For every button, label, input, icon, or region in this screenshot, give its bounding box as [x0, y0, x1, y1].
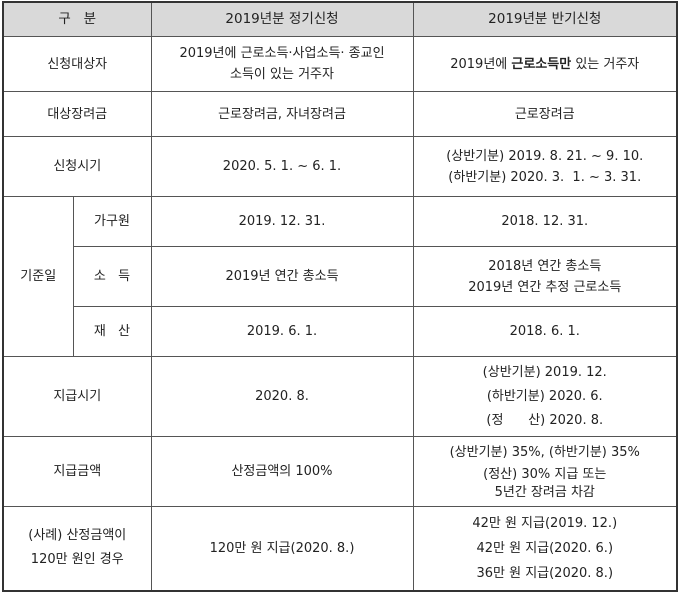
row-label: 신청시기: [2, 136, 152, 197]
cell-semiannual: 2019년에 근로소득만 있는 거주자: [412, 36, 678, 92]
cell-line: 2019년에 근로소득·사업소득· 종교인: [179, 46, 385, 61]
cell-regular: 2019년 연간 총소득: [150, 246, 414, 307]
cell-line: (상반기분) 2019. 8. 21. ~ 9. 10.: [446, 148, 644, 164]
table-row: 지급금액 산정금액의 100% (상반기분) 35%, (하반기분) 35% (…: [2, 436, 678, 507]
cell-regular: 2020. 5. 1. ~ 6. 1.: [150, 136, 414, 197]
cell-line: 2019년 연간 추정 근로소득: [468, 279, 622, 295]
cell-regular: 근로장려금, 자녀장려금: [150, 91, 414, 137]
table-row: 재 산 2019. 6. 1. 2018. 6. 1.: [3, 306, 678, 357]
table-row: (사례) 산정금액이 120만 원인 경우 120만 원 지급(2020. 8.…: [2, 506, 678, 591]
cell-line: 36만 원 지급(2020. 8.): [476, 565, 614, 581]
row-label: 신청대상자: [2, 36, 152, 92]
cell-semiannual: 2018. 6. 1.: [412, 306, 678, 357]
cell-line: (상반기분) 35%, (하반기분) 35%: [449, 444, 640, 460]
cell-regular: 2019. 12. 31.: [150, 196, 414, 247]
header-row: 구 분 2019년분 정기신청 2019년분 반기신청: [2, 1, 678, 37]
sub-label: 소 득: [72, 246, 152, 307]
table-row: 대상장려금 근로장려금, 자녀장려금 근로장려금: [2, 91, 678, 137]
cell-line: (하반기분) 2020. 3. 1. ~ 3. 31.: [448, 169, 642, 185]
cell-line: 5년간 장려금 차감: [494, 484, 595, 500]
cell-semiannual: (상반기분) 2019. 12. (하반기분) 2020. 6. (정 산) 2…: [412, 356, 678, 437]
cell-text-bold: 근로소득만: [511, 56, 572, 72]
cell-line: 소득이 있는 거주자: [230, 67, 334, 82]
cell-line: 42만 원 지급(2020. 6.): [476, 540, 614, 556]
table-row: 소 득 2019년 연간 총소득 2018년 연간 총소득 2019년 연간 추…: [3, 246, 678, 307]
table-row: 신청대상자 2019년에 근로소득·사업소득· 종교인 소득이 있는 거주자 2…: [2, 36, 678, 92]
cell-semiannual: 2018. 12. 31.: [412, 196, 678, 247]
cell-line: 120만 원인 경우: [30, 552, 124, 568]
cell-regular: 2020. 8.: [150, 356, 414, 437]
table-row: 기준일 가구원 2019. 12. 31. 2018. 12. 31.: [2, 196, 678, 357]
cell-regular: 120만 원 지급(2020. 8.): [150, 506, 414, 591]
cell-semiannual: (상반기분) 2019. 8. 21. ~ 9. 10. (하반기분) 2020…: [412, 136, 678, 197]
cell-text: 있는 거주자: [571, 56, 640, 72]
cell-regular: 2019년에 근로소득·사업소득· 종교인 소득이 있는 거주자: [150, 36, 414, 92]
cell-line: (정 산) 2020. 8.: [486, 412, 604, 428]
cell-line: (상반기분) 2019. 12.: [482, 364, 607, 380]
row-label: 지급시기: [2, 356, 152, 437]
cell-semiannual: 근로장려금: [412, 91, 678, 137]
row-label: 대상장려금: [2, 91, 152, 137]
cell-line: 42만 원 지급(2019. 12.): [472, 515, 618, 531]
cell-line: (사례) 산정금액이: [28, 528, 127, 544]
cell-regular: 산정금액의 100%: [150, 436, 414, 507]
row-label: (사례) 산정금액이 120만 원인 경우: [2, 506, 152, 591]
row-label: 기준일: [2, 196, 74, 357]
cell-semiannual: 42만 원 지급(2019. 12.) 42만 원 지급(2020. 6.) 3…: [412, 506, 678, 591]
cell-line: 2018년 연간 총소득: [488, 258, 602, 274]
cell-semiannual: (상반기분) 35%, (하반기분) 35% (정산) 30% 지급 또는 5년…: [412, 436, 678, 507]
cell-regular: 2019. 6. 1.: [150, 306, 414, 357]
header-category: 구 분: [2, 1, 152, 37]
cell-semiannual: 2018년 연간 총소득 2019년 연간 추정 근로소득: [412, 246, 678, 307]
table-row: 지급시기 2020. 8. (상반기분) 2019. 12. (하반기분) 20…: [2, 356, 678, 437]
sub-label: 가구원: [72, 196, 152, 247]
header-regular: 2019년분 정기신청: [150, 1, 414, 37]
row-label: 지급금액: [2, 436, 152, 507]
sub-label: 재 산: [72, 306, 152, 357]
cell-text: 2019년에: [450, 56, 512, 72]
cell-line: (하반기분) 2020. 6.: [486, 388, 603, 404]
table-row: 신청시기 2020. 5. 1. ~ 6. 1. (상반기분) 2019. 8.…: [2, 136, 678, 197]
header-semiannual: 2019년분 반기신청: [412, 1, 678, 37]
cell-line: (정산) 30% 지급 또는: [483, 466, 607, 482]
